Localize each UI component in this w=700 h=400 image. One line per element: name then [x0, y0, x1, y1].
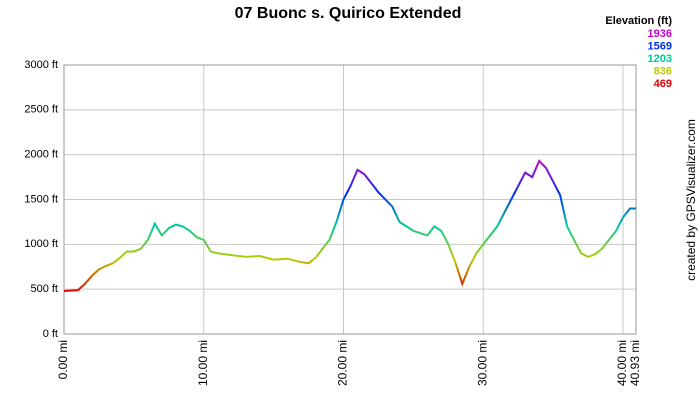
legend-value: 836: [654, 65, 672, 77]
y-tick-label: 1500 ft: [24, 193, 58, 205]
legend-title: Elevation (ft): [605, 15, 672, 27]
x-tick-label: 10.00 mi: [196, 340, 210, 386]
y-tick-label: 500 ft: [30, 283, 58, 295]
y-tick-label: 2500 ft: [24, 104, 58, 116]
legend-value: 1936: [648, 28, 672, 40]
plot-frame: [63, 64, 637, 335]
chart-title: 07 Buonc s. Quirico Extended: [235, 5, 462, 22]
x-tick-label: 0.00 mi: [56, 340, 70, 379]
y-tick-label: 3000 ft: [24, 59, 58, 71]
y-tick-label: 1000 ft: [24, 238, 58, 250]
elevation-line: [63, 159, 636, 292]
watermark: created by GPSVisualizer.com: [684, 119, 698, 281]
y-tick-label: 0 ft: [43, 328, 58, 340]
legend-value: 1203: [648, 53, 672, 65]
x-tick-label: 20.00 mi: [336, 340, 350, 386]
legend-value: 1569: [648, 40, 672, 52]
x-tick-label: 40.93 mi: [628, 340, 642, 386]
x-tick-label: 30.00 mi: [475, 340, 489, 386]
legend-value: 469: [654, 78, 672, 90]
y-tick-label: 2000 ft: [24, 149, 58, 161]
x-tick-label: 40.00 mi: [615, 340, 629, 386]
